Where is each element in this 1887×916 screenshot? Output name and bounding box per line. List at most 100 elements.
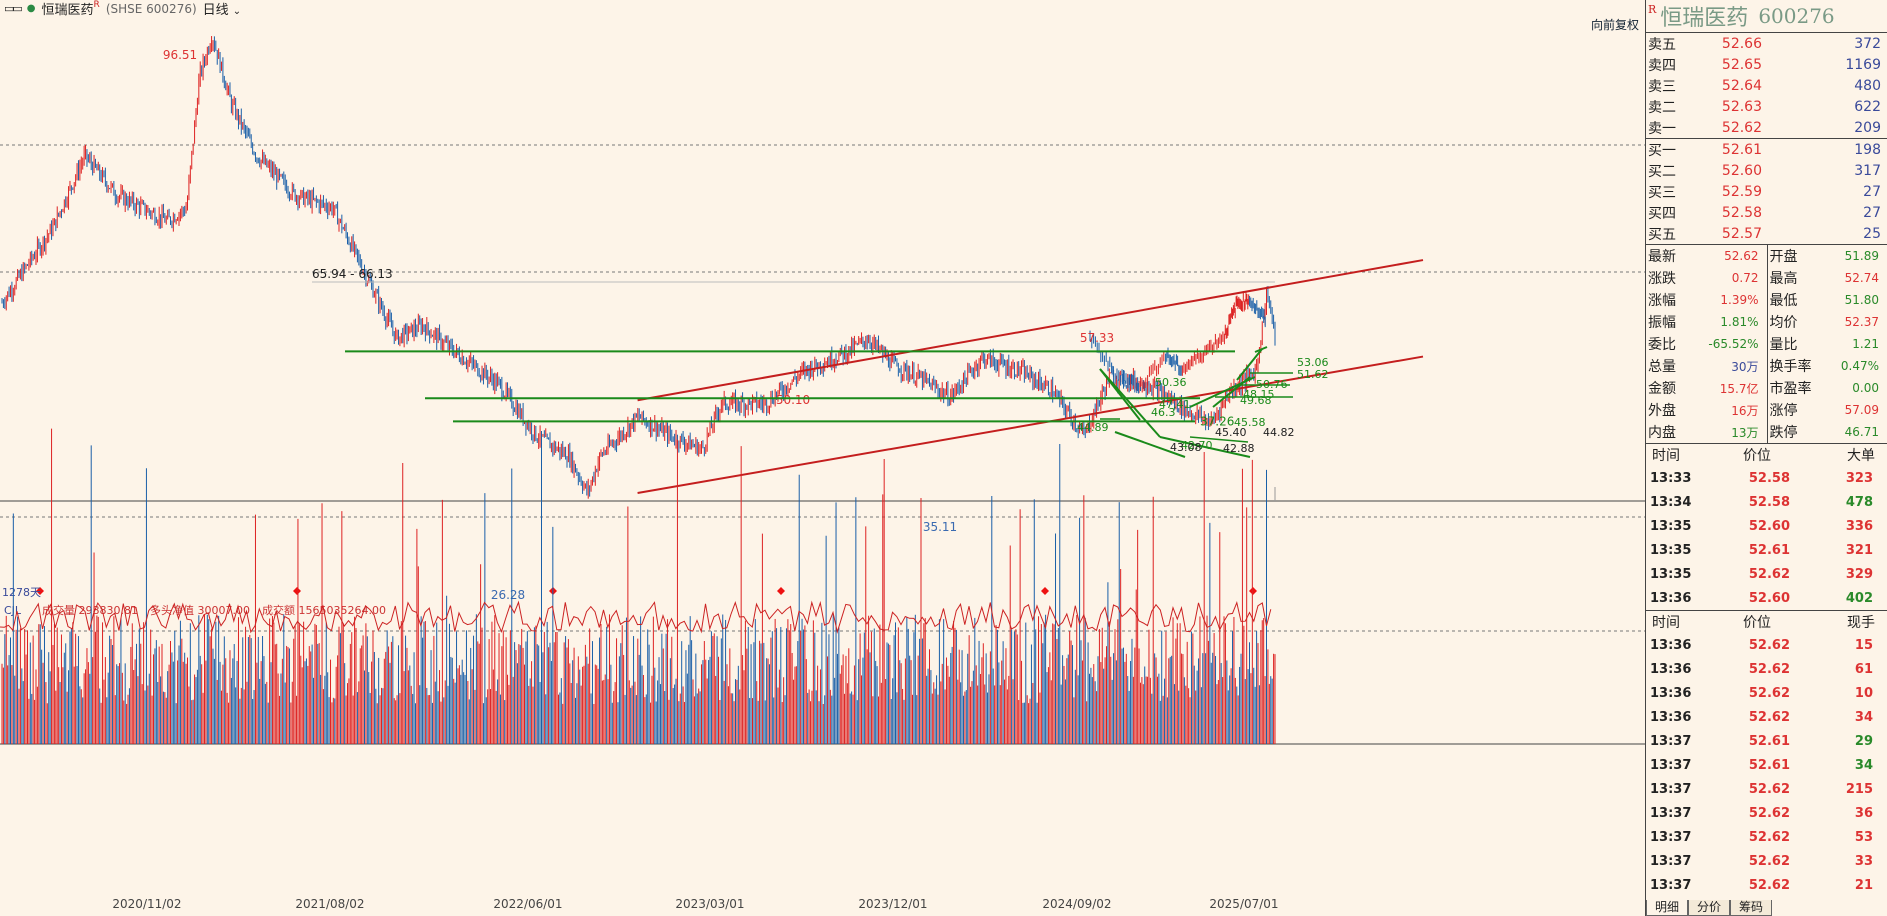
bids-price: 52.59 xyxy=(1721,183,1762,200)
trade-price: 52.62 xyxy=(1748,685,1790,701)
stat-label: 委比 xyxy=(1648,337,1676,353)
stat-value: 57.09 xyxy=(1844,403,1879,417)
trade-volume: 61 xyxy=(1854,661,1873,677)
stat-value: 52.37 xyxy=(1844,315,1879,329)
ask-book: 卖五 52.66 372 卖四 52.65 1169 卖三 52.64 480 卖二 52.63 62… xyxy=(1646,33,1887,139)
quote-stats: 最新 52.62 开盘 51.89 涨跌 0.72 最高 52.74 涨幅 1.39% 最低 51.8… xyxy=(1646,245,1887,444)
trade-volume: 15 xyxy=(1854,637,1873,653)
tab-0[interactable]: 明细 xyxy=(1646,900,1689,916)
stat-value: 30万 xyxy=(1731,359,1759,374)
stat-cell: 开盘 51.89 xyxy=(1766,245,1887,267)
stat-label: 总量 xyxy=(1648,359,1676,375)
stat-value: -65.52% xyxy=(1708,337,1759,351)
bids-row: 买三 52.59 27 xyxy=(1646,181,1887,202)
recent-level-label: 42.70 xyxy=(1181,439,1213,452)
stat-label: 换手率 xyxy=(1769,359,1812,375)
big_orders-row: 13:35 52.60 336 xyxy=(1646,514,1887,538)
pattern-line xyxy=(1159,436,1251,458)
stat-value: 16万 xyxy=(1731,403,1759,418)
trade-time: 13:35 xyxy=(1650,542,1692,558)
trade-price: 52.58 xyxy=(1748,494,1790,510)
pattern-line xyxy=(1099,368,1141,421)
stat-cell: 量比 1.21 xyxy=(1766,333,1887,355)
trade-volume: 402 xyxy=(1845,590,1873,606)
recent-level-label: 53.06 xyxy=(1297,356,1329,369)
pattern-line xyxy=(1236,348,1263,381)
asks-volume: 1169 xyxy=(1845,56,1881,73)
stat-cell: 委比 -65.52% xyxy=(1646,333,1767,355)
bids-row: 买二 52.60 317 xyxy=(1646,160,1887,181)
ticks-header-cell: 价位 xyxy=(1743,615,1771,631)
trade-time: 13:37 xyxy=(1650,829,1692,845)
diamond-marker xyxy=(1249,587,1257,595)
kline-chart[interactable]: 96.51 26.28 50.10 35.11 57.33 65.94 - 66.13 37… xyxy=(0,17,1645,916)
trade-time: 13:37 xyxy=(1650,733,1692,749)
stat-cell: 金额 15.7亿 xyxy=(1646,377,1767,399)
asks-volume: 622 xyxy=(1854,98,1881,115)
stat-label: 涨幅 xyxy=(1648,293,1676,309)
stat-cell: 最高 52.74 xyxy=(1766,267,1887,289)
big_orders-row: 13:33 52.58 323 xyxy=(1646,466,1887,490)
trade-volume: 10 xyxy=(1854,685,1873,701)
r-mark: R xyxy=(93,0,100,10)
tick-table: 时间 价位 现手 13:36 52.62 15 13:36 52.62 61 13:36 52.62… xyxy=(1646,611,1887,897)
stock-code: (SHSE 600276) xyxy=(105,1,197,16)
big_orders-row: 13:36 52.60 402 xyxy=(1646,586,1887,610)
bids-row: 买五 52.57 25 xyxy=(1646,223,1887,244)
trade-price: 52.62 xyxy=(1748,709,1790,725)
chart-header: ▭▭ ● 恒瑞医药 R (SHSE 600276) 日线 ⌄ xyxy=(0,0,1645,18)
stat-cell: 换手率 0.47% xyxy=(1766,355,1887,377)
bids-label: 买一 xyxy=(1648,142,1676,159)
ticks-row: 13:37 52.62 21 xyxy=(1646,873,1887,897)
trade-volume: 215 xyxy=(1845,781,1873,797)
bids-volume: 25 xyxy=(1863,225,1881,242)
asks-price: 52.62 xyxy=(1721,119,1762,136)
trade-volume: 329 xyxy=(1845,566,1873,582)
pattern-line xyxy=(1254,346,1268,353)
bar-count-label: 1278天 xyxy=(2,586,41,599)
stock-name: 恒瑞医药 xyxy=(41,3,94,18)
pattern-line xyxy=(1212,376,1251,408)
stat-label: 涨跌 xyxy=(1648,271,1676,287)
trade-volume: 36 xyxy=(1854,805,1873,821)
trade-time: 13:33 xyxy=(1650,470,1692,486)
ticks-header-cell: 现手 xyxy=(1847,615,1875,631)
trade-price: 52.62 xyxy=(1748,805,1790,821)
asks-label: 卖四 xyxy=(1648,57,1676,74)
volume-ma-line xyxy=(0,600,1272,634)
stat-value: 0.00 xyxy=(1852,381,1879,395)
trade-price: 52.61 xyxy=(1748,757,1790,773)
price-extreme-label: 26.28 xyxy=(491,588,525,602)
tab-1[interactable]: 分价 xyxy=(1688,900,1731,916)
menu-icon[interactable]: ▭▭ xyxy=(4,2,23,15)
tab-2[interactable]: 筹码 xyxy=(1730,900,1773,916)
trade-time: 13:37 xyxy=(1650,853,1692,869)
asks-row: 卖一 52.62 209 xyxy=(1646,117,1887,138)
stat-cell: 最低 51.80 xyxy=(1766,289,1887,311)
stat-label: 涨停 xyxy=(1769,403,1798,419)
stat-label: 最低 xyxy=(1769,293,1798,309)
recent-level-label: 50.76 xyxy=(1256,378,1288,391)
asks-row: 卖三 52.64 480 xyxy=(1646,75,1887,96)
stat-label: 外盘 xyxy=(1648,403,1676,419)
stat-value: 51.89 xyxy=(1844,249,1879,263)
asks-volume: 480 xyxy=(1854,77,1881,94)
trade-time: 13:36 xyxy=(1650,685,1692,701)
trade-time: 13:34 xyxy=(1650,494,1692,510)
stat-cell: 振幅 1.81% xyxy=(1646,311,1767,333)
trade-time: 13:36 xyxy=(1650,590,1692,606)
asks-label: 卖三 xyxy=(1648,78,1676,95)
big_orders-row: 13:35 52.61 321 xyxy=(1646,538,1887,562)
trade-time: 13:35 xyxy=(1650,518,1692,534)
adjust-label[interactable]: 向前复权 xyxy=(1590,18,1639,32)
stat-label: 量比 xyxy=(1769,337,1798,353)
big-orders-table: 时间 价位 大单 13:33 52.58 323 13:34 52.58 478 13:35 52.… xyxy=(1646,444,1887,611)
stat-label: 跌停 xyxy=(1769,425,1798,441)
diamond-marker xyxy=(1041,587,1049,595)
trade-volume: 34 xyxy=(1854,709,1873,725)
trade-price: 52.62 xyxy=(1748,829,1790,845)
trade-price: 52.62 xyxy=(1748,637,1790,653)
status-dot-icon: ● xyxy=(26,3,36,14)
period-selector[interactable]: 日线 ⌄ xyxy=(203,0,242,18)
big_orders-row: 13:34 52.58 478 xyxy=(1646,490,1887,514)
